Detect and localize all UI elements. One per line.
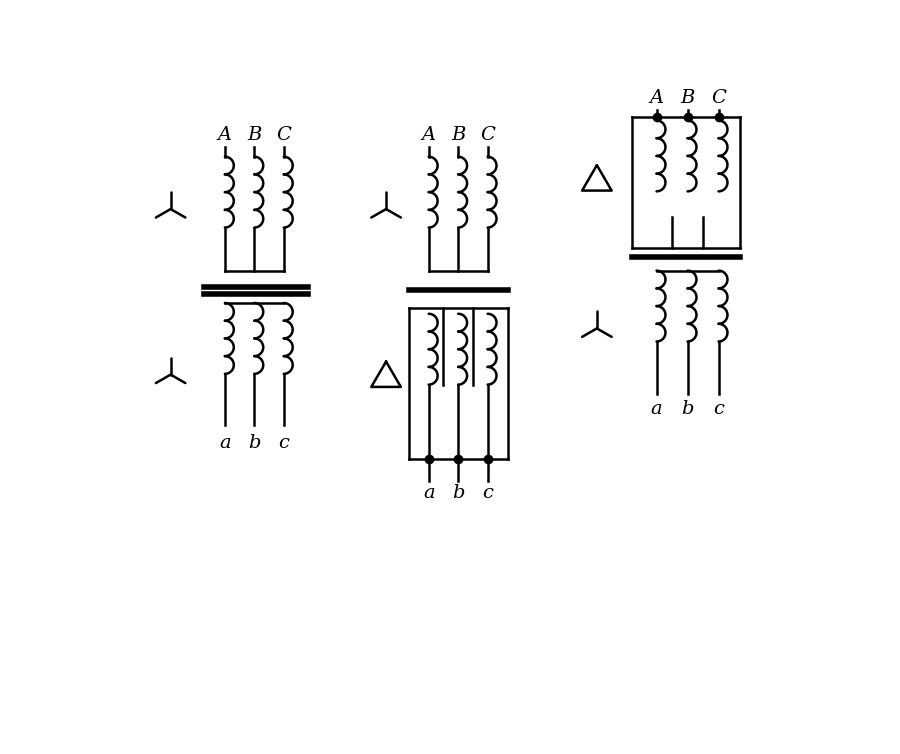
Text: B: B bbox=[451, 126, 465, 143]
Text: C: C bbox=[711, 90, 726, 107]
Text: c: c bbox=[713, 400, 724, 418]
Text: c: c bbox=[482, 484, 493, 502]
Text: c: c bbox=[278, 434, 289, 452]
Text: A: A bbox=[218, 126, 232, 143]
Text: C: C bbox=[276, 126, 292, 143]
Text: b: b bbox=[248, 434, 261, 452]
Text: C: C bbox=[481, 126, 495, 143]
Text: a: a bbox=[219, 434, 230, 452]
Text: B: B bbox=[680, 90, 695, 107]
Text: a: a bbox=[423, 484, 435, 502]
Text: b: b bbox=[681, 400, 694, 418]
Text: B: B bbox=[248, 126, 262, 143]
Text: A: A bbox=[421, 126, 436, 143]
Text: a: a bbox=[651, 400, 662, 418]
Text: b: b bbox=[452, 484, 464, 502]
Text: A: A bbox=[650, 90, 663, 107]
